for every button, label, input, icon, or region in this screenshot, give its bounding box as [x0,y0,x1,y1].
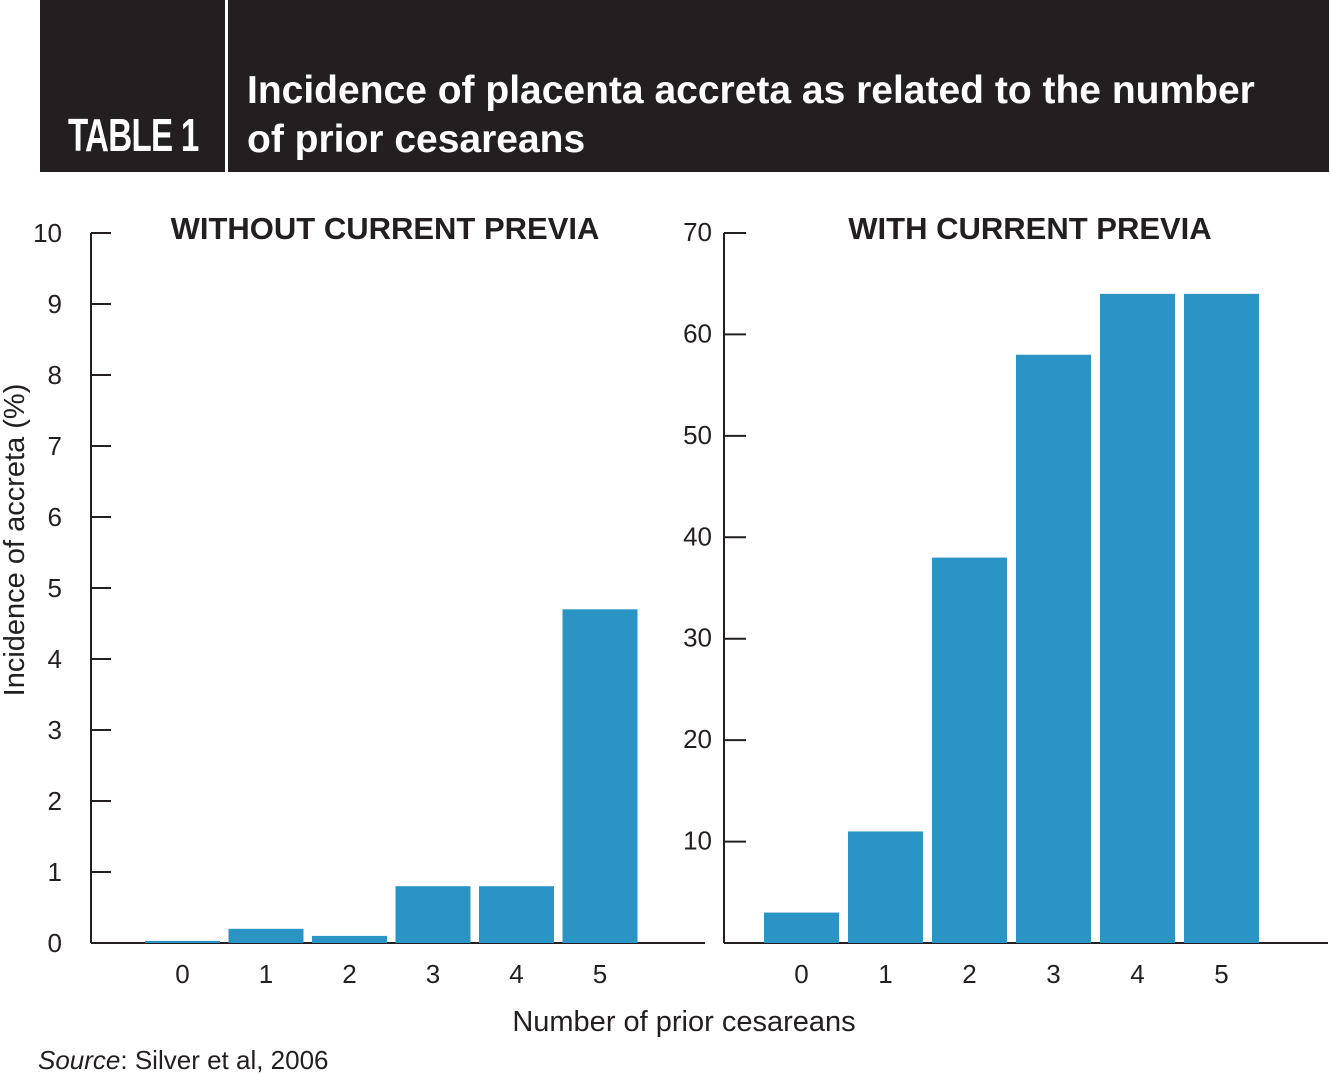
panel-title-0: WITHOUT CURRENT PREVIA [171,211,600,246]
y-tick-label-0-1: 1 [48,857,62,887]
x-tick-label-0-3: 3 [426,959,440,989]
x-tick-label-0-4: 4 [509,959,523,989]
y-tick-label-1-50: 50 [683,420,712,450]
bar-1-4 [1100,293,1175,943]
bar-1-0 [764,912,839,943]
y-tick-label-1-30: 30 [683,623,712,653]
y-tick-label-1-20: 20 [683,724,712,754]
x-tick-label-0-1: 1 [259,959,273,989]
bar-1-5 [1184,293,1259,943]
header-divider [225,0,228,172]
bar-1-2 [932,557,1007,943]
x-tick-label-1-0: 0 [794,959,808,989]
y-tick-label-0-10: 10 [33,218,62,248]
bar-0-0 [145,940,220,943]
bar-0-3 [395,886,471,943]
x-tick-label-0-5: 5 [593,959,607,989]
x-tick-label-0-2: 2 [342,959,356,989]
bar-0-2 [312,935,387,943]
chart-title: Incidence of placenta accreta as related… [247,69,1255,161]
source-note: Source: Silver et al, 2006 [38,1045,329,1076]
y-tick-label-1-40: 40 [683,521,712,551]
bar-1-3 [1016,354,1091,943]
y-tick-label-0-4: 4 [48,644,62,674]
x-axis-label: Number of prior cesareans [512,1006,855,1038]
bar-0-1 [228,928,304,943]
bar-1-1 [848,831,923,943]
x-tick-label-0-0: 0 [175,959,189,989]
x-tick-label-1-4: 4 [1130,959,1144,989]
bar-0-4 [479,886,554,943]
y-tick-label-0-2: 2 [48,786,62,816]
x-tick-label-1-1: 1 [878,959,892,989]
y-axis-label: Incidence of accreta (%) [0,384,31,697]
source-label: Source [38,1045,121,1075]
x-tick-label-1-2: 2 [962,959,976,989]
header-banner: TABLE 1 Incidence of placenta accreta as… [40,0,1329,172]
x-tick-label-1-3: 3 [1046,959,1060,989]
table-label: TABLE 1 [68,109,199,161]
y-tick-label-1-10: 10 [683,826,712,856]
source-text: : Silver et al, 2006 [120,1045,329,1075]
y-tick-label-0-9: 9 [48,289,62,319]
y-tick-label-0-5: 5 [48,573,62,603]
y-tick-label-0-3: 3 [48,715,62,745]
y-tick-label-1-60: 60 [683,318,712,348]
x-tick-label-1-5: 5 [1214,959,1228,989]
y-tick-label-0-7: 7 [48,431,62,461]
y-tick-label-0-8: 8 [48,360,62,390]
y-tick-label-1-70: 70 [683,217,712,247]
y-tick-label-0-0: 0 [48,928,62,958]
y-tick-label-0-6: 6 [48,502,62,532]
bar-0-5 [562,609,638,943]
panel-title-1: WITH CURRENT PREVIA [848,211,1211,246]
